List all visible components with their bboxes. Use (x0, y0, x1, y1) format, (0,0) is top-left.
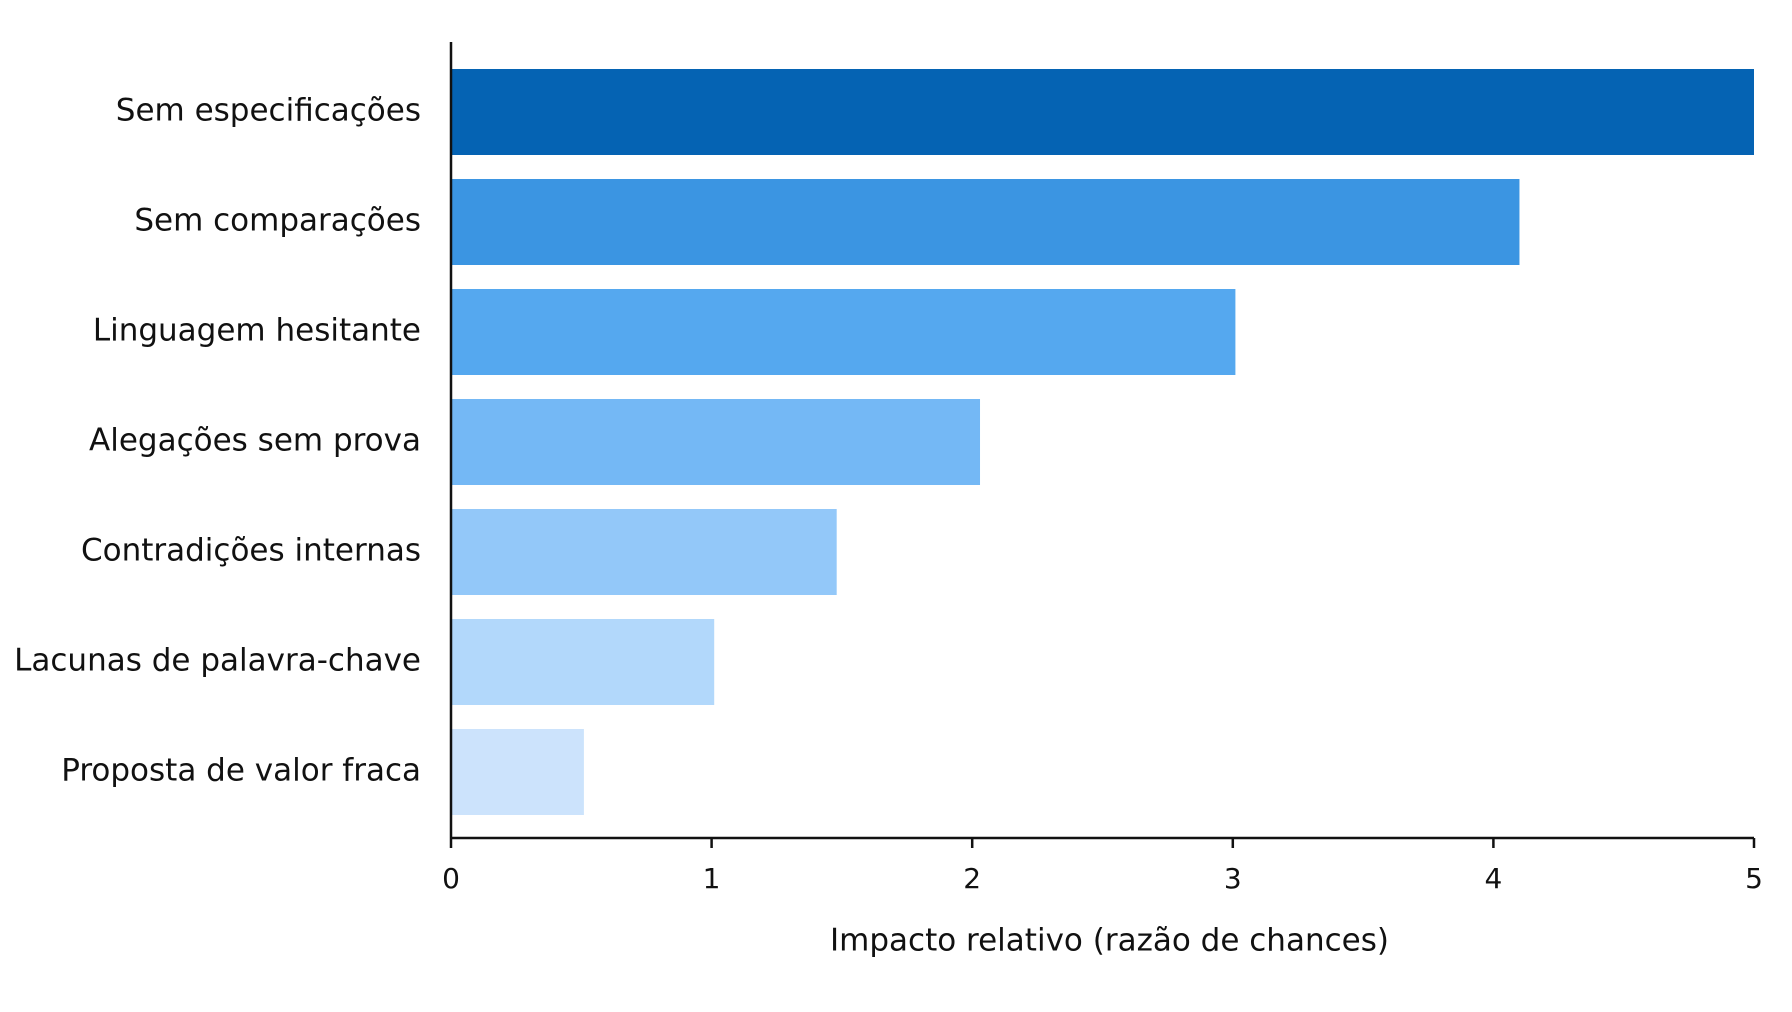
bars-layer (451, 69, 1754, 815)
category-label: Contradições internas (81, 533, 421, 569)
bar (451, 289, 1236, 375)
bar (451, 179, 1520, 265)
x-tick-label: 3 (1224, 862, 1242, 895)
x-axis-title: Impacto relativo (razão de chances) (830, 923, 1389, 959)
category-label: Proposta de valor fraca (61, 753, 421, 789)
x-tick-label: 0 (442, 862, 460, 895)
x-tick-label: 4 (1484, 862, 1502, 895)
bar (451, 729, 584, 815)
bar (451, 399, 981, 485)
bar (451, 509, 837, 595)
category-label: Linguagem hesitante (93, 313, 421, 349)
bar (451, 619, 715, 705)
category-label: Sem especificações (116, 93, 421, 129)
category-label: Lacunas de palavra-chave (14, 643, 421, 679)
category-label: Alegações sem prova (89, 423, 421, 459)
bar (451, 69, 1754, 155)
x-tick-label: 2 (963, 862, 981, 895)
x-tick-label: 5 (1745, 862, 1763, 895)
category-label: Sem comparações (134, 203, 421, 239)
category-labels: Sem especificações Sem comparações Linguag… (14, 93, 421, 789)
x-tick-label: 1 (703, 862, 721, 895)
x-axis-ticks: 0 1 2 3 4 5 (442, 838, 1763, 895)
